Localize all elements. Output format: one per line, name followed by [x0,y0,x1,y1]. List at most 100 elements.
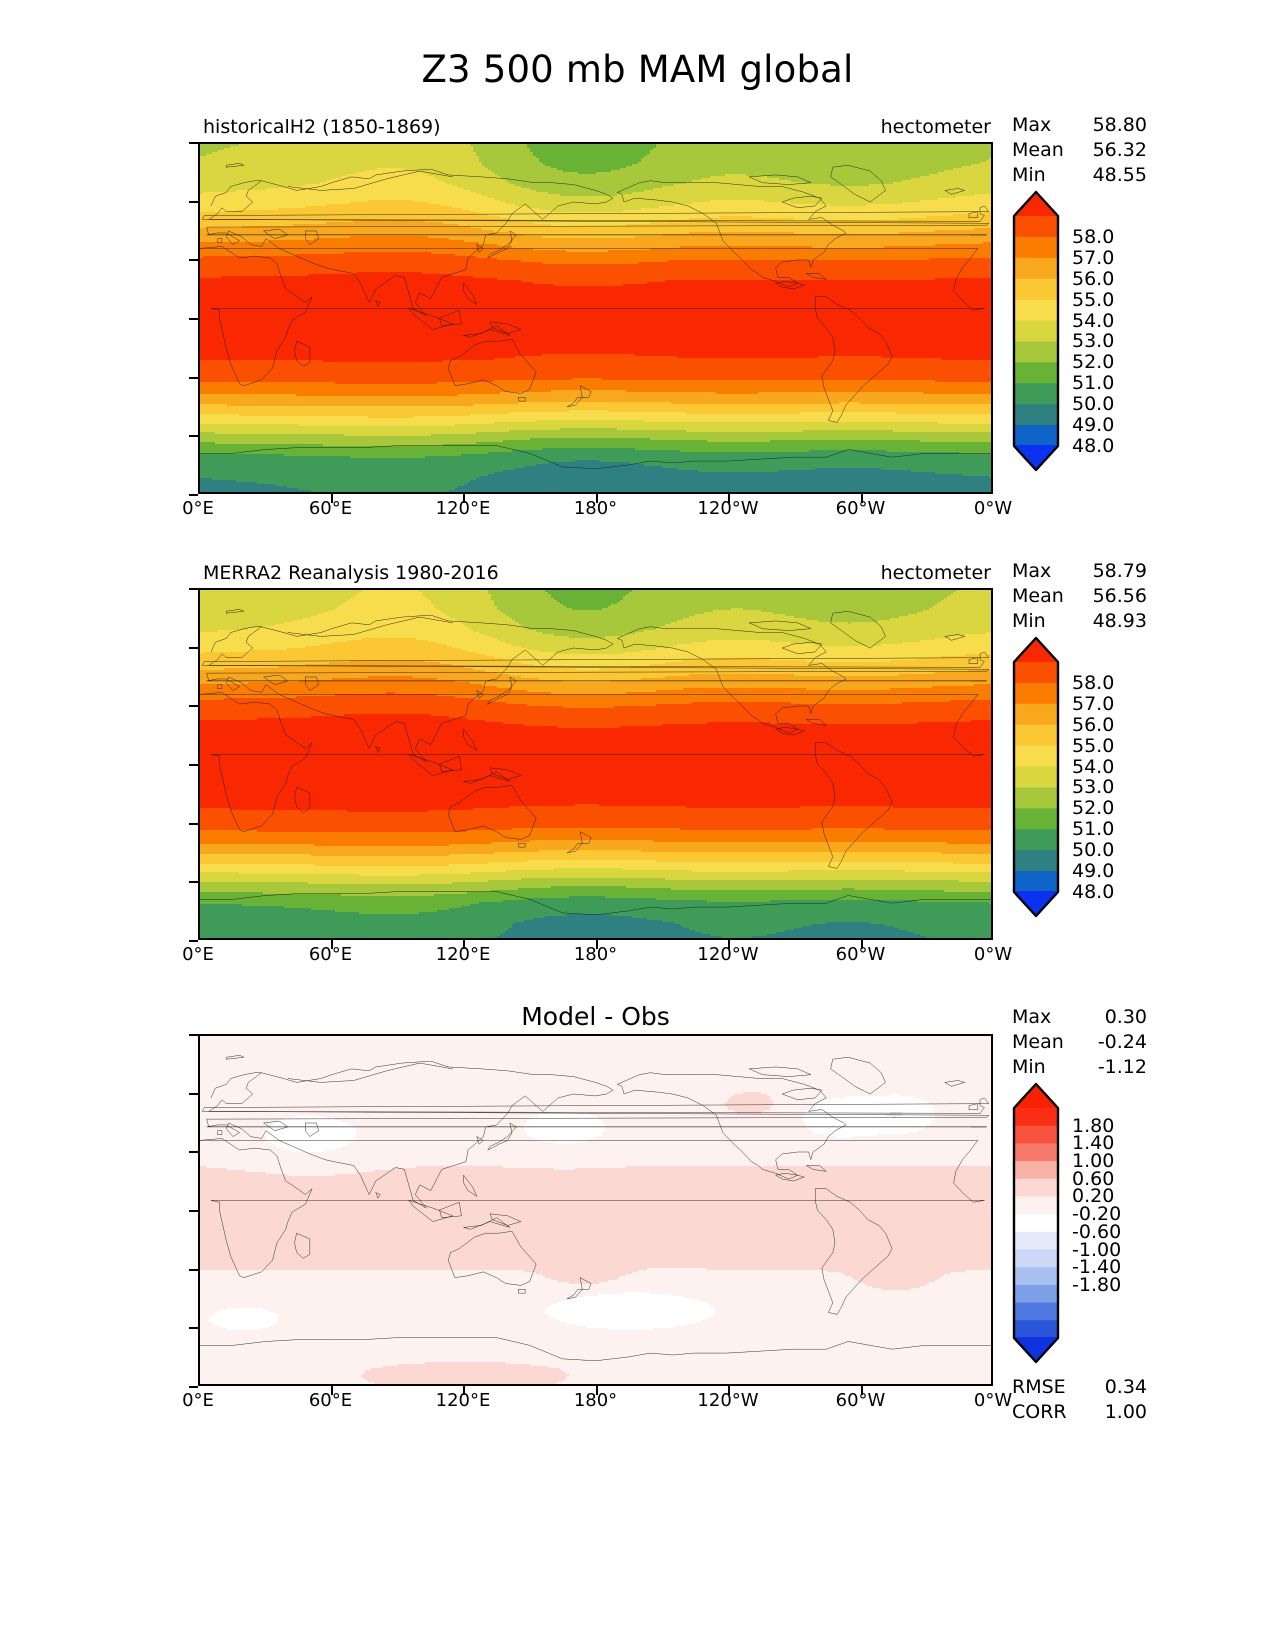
x-axis-tick-label: 120°E [435,1390,491,1411]
panel-diff-stats-row: Min -1.12 [1012,1055,1147,1080]
x-axis-tick-label: 120°E [435,944,491,965]
stat-key: Max [1012,1006,1052,1028]
colorbar-tick-label: 48.0 [1072,435,1115,457]
stat-value: 56.56 [1092,585,1147,607]
colorbar-tick-label: 50.0 [1072,839,1115,862]
y-axis-tick-mark [189,881,198,884]
panel-diff-title: Model - Obs [521,1002,670,1031]
x-axis-tick-label: 60°W [835,944,886,965]
x-axis-tick-label: 180° [573,1390,618,1411]
colorbar-tick-label: 57.0 [1072,246,1115,269]
x-axis-tick-mark [595,494,598,503]
panel-model-units-label: hectometer [880,116,991,138]
colorbar-tick-label: 51.0 [1072,372,1115,395]
colorbar-tick-label: -1.40 [1072,1256,1122,1279]
panel-model-stats-row: Mean 56.32 [1012,138,1147,163]
x-axis-tick-mark [463,940,465,949]
panel-model-map [198,142,993,494]
panel-obs-units-label: hectometer [880,562,991,584]
x-axis-tick-label: 0°E [182,944,214,965]
panel-diff-stats-row: Mean -0.24 [1012,1030,1147,1055]
panel-model-header: historicalH2 (1850-1869) hectometer [198,116,993,138]
panel-obs-left-label: MERRA2 Reanalysis 1980-2016 [203,562,499,584]
x-axis-tick-label: 0°E [182,498,214,519]
x-axis-tick-label: 0°E [182,1390,214,1411]
x-axis-tick-mark [728,940,730,949]
colorbar-tick-label: 54.0 [1072,309,1115,332]
y-axis-tick-mark [189,646,198,649]
colorbar-tick-label: -0.60 [1072,1220,1122,1243]
x-axis-tick-mark [463,494,465,503]
panel-diff-skill-stats-row: RMSE 0.34 [1012,1375,1147,1400]
panel-obs-contour-fill [200,590,991,938]
colorbar-tick-label: 52.0 [1072,797,1115,820]
x-axis-tick-label: 120°W [697,944,759,965]
stat-value: 1.00 [1104,1401,1147,1423]
panel-diff-skill-stats-row: CORR 1.00 [1012,1400,1147,1425]
panel-model-stats-row: Max 58.80 [1012,113,1147,138]
colorbar-tick-label: -1.00 [1072,1238,1122,1261]
stat-value: 58.79 [1092,560,1147,582]
panel-obs-colorbar-swatches [1012,636,1060,918]
panel-model-colorbar-swatches [1012,190,1060,472]
panel-diff-colorbar-swatches [1012,1082,1060,1364]
y-axis-tick-mark [189,318,198,320]
x-axis-tick-label: 60°E [308,944,353,965]
y-axis-tick-mark [189,940,198,942]
panel-diff-stats-row: Max 0.30 [1012,1005,1147,1030]
stat-value: 56.32 [1092,139,1147,161]
stat-key: Min [1012,164,1046,186]
colorbar-tick-label: 1.00 [1072,1150,1115,1173]
x-axis-tick-mark [860,1386,863,1395]
colorbar-tick-label: 56.0 [1072,267,1115,290]
x-axis-tick-label: 0°W [973,498,1013,519]
y-axis-tick-mark [189,435,198,438]
x-axis-tick-label: 60°E [308,1390,353,1411]
y-axis-tick-mark [189,494,198,496]
panel-model-left-label: historicalH2 (1850-1869) [203,116,441,138]
y-axis-tick-mark [189,1151,198,1154]
page-title: Z3 500 mb MAM global [421,48,854,91]
stat-key: Min [1012,610,1046,632]
stat-value: -1.12 [1097,1056,1147,1078]
colorbar-tick-label: 55.0 [1072,734,1115,757]
stat-key: Max [1012,114,1052,136]
panel-obs-colorbar: 58.0 57.0 56.0 55.0 54.0 53.0 52.0 51.0 50.0 49.0… [1012,636,1114,918]
x-axis-tick-mark [330,494,333,503]
panel-obs-header: MERRA2 Reanalysis 1980-2016 hectometer [198,562,993,584]
colorbar-tick-label: 1.80 [1072,1114,1115,1137]
colorbar-tick-label: 58.0 [1072,225,1115,248]
x-axis-tick-mark [463,1386,465,1395]
colorbar-tick-label: 53.0 [1072,330,1115,353]
panel-obs-stats-row: Mean 56.56 [1012,584,1147,609]
y-axis-tick-mark [189,200,198,203]
panel-diff-stats: Max 0.30 Mean -0.24 Min -1.12 [1012,1005,1147,1080]
panel-diff-skill-stats: RMSE 0.34 CORR 1.00 [1012,1375,1147,1425]
x-axis-tick-label: 60°W [835,498,886,519]
x-axis-tick-mark [860,940,863,949]
x-axis-tick-mark [330,940,333,949]
x-axis-tick-mark [860,494,863,503]
stat-key: Mean [1012,585,1064,607]
panel-diff-coastlines [200,1036,991,1384]
panel-diff-map [198,1034,993,1386]
stat-value: 48.93 [1092,610,1147,632]
colorbar-tick-label: 57.0 [1072,692,1115,715]
colorbar-tick-label: -1.80 [1072,1273,1122,1296]
y-axis-tick-mark [189,142,198,144]
y-axis-tick-mark [189,259,198,262]
x-axis-tick-label: 180° [573,498,618,519]
y-axis-tick-mark [189,1268,198,1271]
colorbar-tick-label: 53.0 [1072,776,1115,799]
colorbar-tick-label: 56.0 [1072,713,1115,736]
x-axis-tick-mark [728,494,730,503]
panel-obs-stats-row: Min 48.93 [1012,609,1147,634]
x-axis-tick-label: 60°E [308,498,353,519]
y-axis-tick-mark [189,822,198,825]
colorbar-tick-label: 58.0 [1072,671,1115,694]
stat-key: CORR [1012,1401,1067,1423]
panel-diff-header: Model - Obs [198,1002,993,1031]
colorbar-tick-label: 52.0 [1072,351,1115,374]
x-axis-tick-mark [330,1386,333,1395]
